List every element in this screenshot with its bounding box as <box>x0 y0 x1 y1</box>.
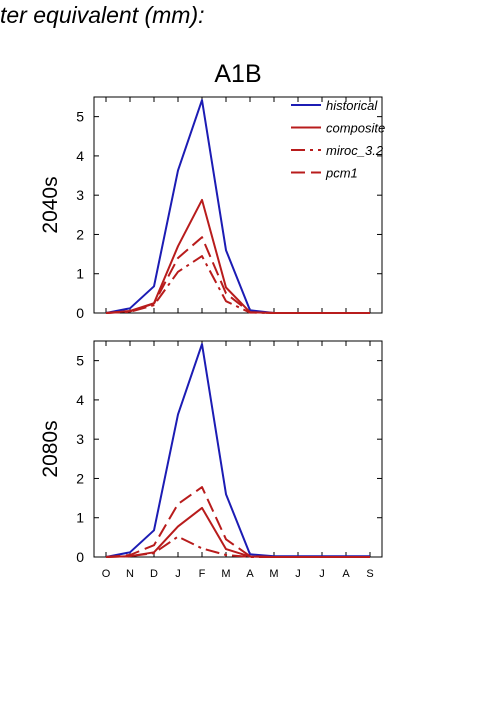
x-tick-label: M <box>269 568 278 580</box>
series-line-pcm1 <box>105 486 370 558</box>
page-title: ter equivalent (mm): <box>0 2 205 28</box>
legend-label: historical <box>326 98 378 113</box>
x-tick-label: M <box>221 568 230 580</box>
x-tick-label: N <box>126 568 134 580</box>
y-tick-label: 2 <box>76 226 84 242</box>
x-tick-label: J <box>295 568 301 580</box>
y-tick-label: 3 <box>76 187 84 203</box>
y-tick-label: 4 <box>76 148 84 164</box>
x-tick-label: O <box>102 568 111 580</box>
x-tick-label: J <box>319 568 325 580</box>
y-tick-label: 1 <box>76 266 84 282</box>
y-axis-label: 2040s <box>39 176 62 233</box>
x-tick-label: A <box>342 568 350 580</box>
y-tick-label: 0 <box>76 549 84 565</box>
y-tick-label: 1 <box>76 510 84 526</box>
series-line-historical <box>105 343 370 558</box>
y-tick-label: 0 <box>76 305 84 321</box>
legend-label: composite <box>326 121 385 136</box>
y-tick-label: 5 <box>76 109 84 125</box>
legend-label: miroc_3.2 <box>326 143 384 158</box>
x-tick-label: F <box>199 568 206 580</box>
x-tick-label: J <box>175 568 181 580</box>
legend-label: pcm1 <box>325 166 358 181</box>
series-line-miroc-3-2 <box>105 535 370 558</box>
plot-frame <box>93 96 383 314</box>
series-line-composite <box>105 198 370 314</box>
chart-title: A1B <box>214 60 261 88</box>
x-tick-label: A <box>246 568 254 580</box>
y-tick-label: 4 <box>76 392 84 408</box>
x-tick-label: D <box>150 568 158 580</box>
x-tick-label: S <box>366 568 373 580</box>
y-tick-label: 5 <box>76 353 84 369</box>
y-tick-label: 2 <box>76 470 84 486</box>
series-line-pcm1 <box>105 236 370 314</box>
y-tick-label: 3 <box>76 431 84 447</box>
series-line-miroc-3-2 <box>105 255 370 314</box>
y-axis-label: 2080s <box>39 420 62 477</box>
